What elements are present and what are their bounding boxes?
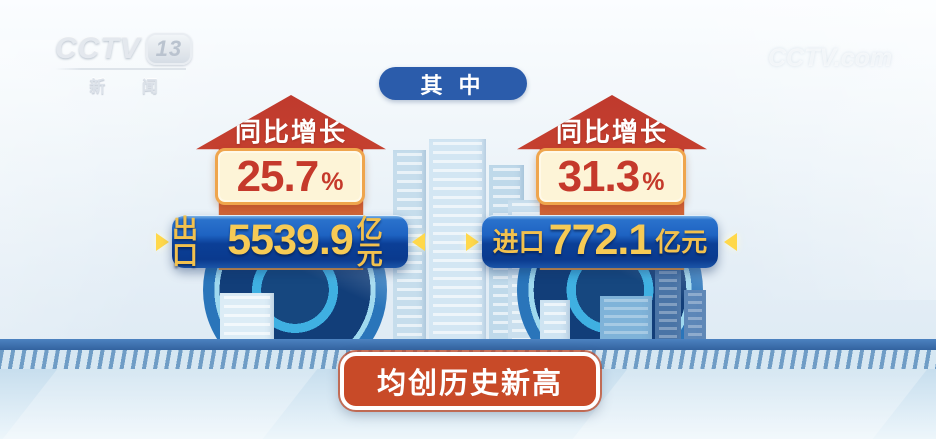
metric-pill-import: 进口 772.1 亿元 (482, 215, 718, 268)
light-ray (2, 369, 318, 439)
growth-value: 25.7 (236, 151, 320, 201)
channel-number-badge: 13 (145, 33, 193, 65)
channel-name: CCTV (55, 32, 141, 65)
growth-value: 31.3 (557, 151, 641, 201)
growth-label: 同比增长 (234, 117, 347, 147)
building-silhouette (220, 293, 274, 345)
metric-value: 5539.9 (227, 216, 354, 264)
percent-sign: % (642, 168, 665, 196)
metric-unit: 亿元 (356, 213, 383, 270)
road-edge (0, 339, 936, 350)
triangle-left-icon (412, 233, 425, 251)
channel-logo: CCTV 13 新 闻 (55, 32, 193, 97)
metric-unit: 亿元 (655, 226, 708, 257)
channel-subtitle: 新 闻 (89, 79, 174, 96)
building-silhouette (655, 268, 681, 345)
triangle-right-icon (466, 233, 479, 251)
metric-value: 772.1 (548, 216, 653, 264)
metric-pill-export: 出口 5539.9 亿元 (172, 215, 408, 268)
site-watermark: CCTV.com (768, 44, 893, 72)
triangle-left-icon (724, 233, 737, 251)
metric-label: 进口 (492, 226, 545, 257)
growth-value-box-import: 31.3 % (536, 148, 686, 205)
light-ray (572, 369, 928, 439)
building-silhouette (540, 300, 570, 345)
highlight-banner: 均创历史新高 (340, 352, 600, 410)
metric-label: 出口 (172, 213, 199, 270)
category-tag: 其 中 (379, 67, 527, 100)
building-silhouette (684, 290, 706, 345)
growth-label: 同比增长 (555, 117, 668, 147)
logo-swoosh (55, 68, 187, 70)
growth-value-box-export: 25.7 % (215, 148, 365, 205)
triangle-right-icon (156, 233, 169, 251)
building-silhouette (600, 296, 652, 345)
percent-sign: % (321, 168, 344, 196)
